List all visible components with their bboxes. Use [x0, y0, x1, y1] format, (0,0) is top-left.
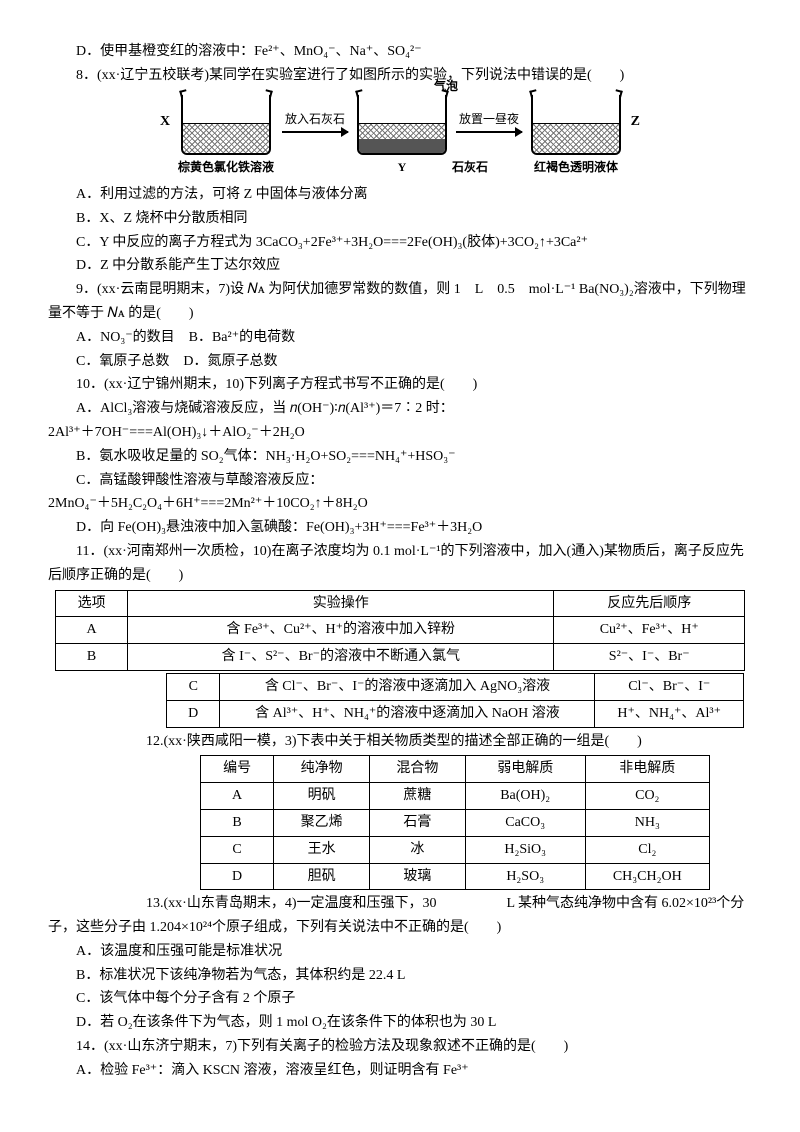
- q9-stem: 9．(xx·云南昆明期末，7)设 𝑁ᴀ 为阿伏加德罗常数的数值，则 1 L 0.…: [48, 278, 752, 326]
- table-row: A明矾蔗糖Ba(OH)₂CO₂: [201, 783, 710, 810]
- q10-option-b: B．氨水吸收足量的 SO₂气体：NH₃·H₂O+SO₂===NH₄⁺+HSO₃⁻: [48, 445, 752, 469]
- table-row: C 含 Cl⁻、Br⁻、I⁻的溶液中逐滴加入 AgNO₃溶液 Cl⁻、Br⁻、I…: [167, 673, 744, 700]
- table-row: C王水冰H₂SiO₃Cl₂: [201, 836, 710, 863]
- beaker-y-caption: Y: [398, 157, 407, 177]
- q7-option-d: D．使甲基橙变红的溶液中：Fe²⁺、MnO₄⁻、Na⁺、SO₄²⁻: [48, 40, 752, 64]
- q10-option-c: C．高锰酸钾酸性溶液与草酸溶液反应：: [48, 469, 752, 493]
- beaker-x: X 棕黄色氯化铁溶液: [178, 90, 274, 177]
- t1-h3: 反应先后顺序: [554, 590, 745, 617]
- q14-stem: 14．(xx·山东济宁期末，7)下列有关离子的检验方法及现象叙述不正确的是( ): [48, 1035, 752, 1059]
- experiment-diagram: X 棕黄色氯化铁溶液 放入石灰石 气泡 石灰石 Y 放置一昼夜 Z 红褐色透明液…: [48, 90, 752, 177]
- beaker-z-caption: 红褐色透明液体: [534, 157, 618, 177]
- q14-option-a: A．检验 Fe³⁺：滴入 KSCN 溶液，溶液呈红色，则证明含有 Fe³⁺: [48, 1059, 752, 1083]
- q11-table-part2: C 含 Cl⁻、Br⁻、I⁻的溶液中逐滴加入 AgNO₃溶液 Cl⁻、Br⁻、I…: [166, 673, 744, 728]
- q9-option-cd: C．氧原子总数 D．氮原子总数: [48, 350, 752, 374]
- t1-h1: 选项: [56, 590, 128, 617]
- q8-stem: 8．(xx·辽宁五校联考)某同学在实验室进行了如图所示的实验，下列说法中错误的是…: [48, 64, 752, 88]
- beaker-x-label: X: [160, 110, 170, 134]
- table-row: 选项 实验操作 反应先后顺序: [56, 590, 745, 617]
- q10-option-a: A．AlCl₃溶液与烧碱溶液反应，当 𝑛(OH⁻)∶𝑛(Al³⁺)＝7∶2 时：: [48, 397, 752, 421]
- q8-option-c: C．Y 中反应的离子方程式为 3CaCO₃+2Fe³⁺+3H₂O===2Fe(O…: [48, 231, 752, 255]
- q8-option-b: B．X、Z 烧杯中分散质相同: [48, 207, 752, 231]
- q9-option-ab: A．NO₃⁻的数目 B．Ba²⁺的电荷数: [48, 326, 752, 350]
- q11-table: 选项 实验操作 反应先后顺序 A 含 Fe³⁺、Cu²⁺、H⁺的溶液中加入锌粉 …: [55, 590, 745, 671]
- beaker-x-caption: 棕黄色氯化铁溶液: [178, 157, 274, 177]
- table-row: D胆矾玻璃H₂SO₃CH₃CH₂OH: [201, 863, 710, 890]
- beaker-z-label: Z: [631, 110, 640, 134]
- q11-stem: 11．(xx·河南郑州一次质检，10)在离子浓度均为 0.1 mol·L⁻¹的下…: [48, 540, 752, 588]
- q13-stem: 13.(xx·山东青岛期末，4)一定温度和压强下，30 L 某种气态纯净物中含有…: [48, 892, 752, 940]
- beaker-y: 气泡 石灰石 Y: [356, 90, 448, 177]
- q13-option-d: D．若 O₂在该条件下为气态，则 1 mol O₂在该条件下的体积也为 30 L: [48, 1011, 752, 1035]
- q8-option-a: A．利用过滤的方法，可将 Z 中固体与液体分离: [48, 183, 752, 207]
- table-row: 编号 纯净物 混合物 弱电解质 非电解质: [201, 756, 710, 783]
- table-row: B 含 I⁻、S²⁻、Br⁻的溶液中不断通入氯气 S²⁻、I⁻、Br⁻: [56, 644, 745, 671]
- q13-option-c: C．该气体中每个分子含有 2 个原子: [48, 987, 752, 1011]
- q10-option-d: D．向 Fe(OH)₃悬浊液中加入氢碘酸：Fe(OH)₃+3H⁺===Fe³⁺＋…: [48, 516, 752, 540]
- q12-stem: 12.(xx·陕西咸阳一模，3)下表中关于相关物质类型的描述全部正确的一组是( …: [48, 730, 752, 754]
- q10-stem: 10．(xx·辽宁锦州期末，10)下列离子方程式书写不正确的是( ): [48, 373, 752, 397]
- t1-h2: 实验操作: [128, 590, 554, 617]
- q12-table: 编号 纯净物 混合物 弱电解质 非电解质 A明矾蔗糖Ba(OH)₂CO₂ B聚乙…: [200, 755, 710, 890]
- table-row: D 含 Al³⁺、H⁺、NH₄⁺的溶液中逐滴加入 NaOH 溶液 H⁺、NH₄⁺…: [167, 700, 744, 727]
- beaker-z: Z 红褐色透明液体: [530, 90, 622, 177]
- q13-option-b: B．标准状况下该纯净物若为气态，其体积约是 22.4 L: [48, 964, 752, 988]
- q10-option-c-eq: 2MnO₄⁻＋5H₂C₂O₄＋6H⁺===2Mn²⁺＋10CO₂↑＋8H₂O: [48, 492, 752, 516]
- sediment-label: 石灰石: [452, 157, 488, 177]
- table-row: A 含 Fe³⁺、Cu²⁺、H⁺的溶液中加入锌粉 Cu²⁺、Fe³⁺、H⁺: [56, 617, 745, 644]
- q8-option-d: D．Z 中分散系能产生丁达尔效应: [48, 254, 752, 278]
- q13-option-a: A．该温度和压强可能是标准状况: [48, 940, 752, 964]
- arrow-1: 放入石灰石: [282, 109, 348, 177]
- table-row: B聚乙烯石膏CaCO₃NH₃: [201, 809, 710, 836]
- q10-option-a-eq: 2Al³⁺＋7OH⁻===Al(OH)₃↓＋AlO₂⁻＋2H₂O: [48, 421, 752, 445]
